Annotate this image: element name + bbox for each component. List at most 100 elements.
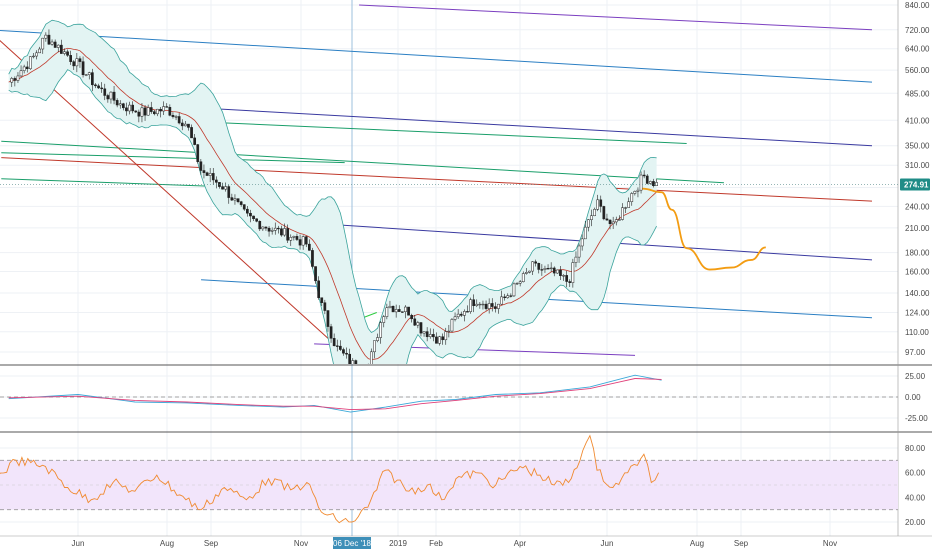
price-tick-label: 180.00 <box>905 249 930 258</box>
bollinger-lower <box>8 69 657 364</box>
candle <box>642 174 646 177</box>
rsi-series <box>0 434 660 524</box>
trendline-4 <box>1 140 724 184</box>
candle <box>379 322 383 338</box>
candle <box>559 269 562 276</box>
candle <box>115 100 119 106</box>
price-tick-label: 310.00 <box>905 161 930 170</box>
candle <box>13 78 17 81</box>
candle <box>583 226 587 240</box>
price-tick-label: 210.00 <box>905 224 930 233</box>
candle <box>227 186 231 198</box>
candle <box>72 61 76 67</box>
candle <box>289 237 293 241</box>
candle <box>518 281 522 284</box>
price-tick-label: 110.00 <box>905 328 929 337</box>
candle <box>348 353 352 364</box>
candle <box>78 58 82 62</box>
candle <box>611 221 615 225</box>
candle <box>239 201 243 205</box>
candle <box>562 275 565 277</box>
candle <box>627 201 631 208</box>
candle <box>10 78 14 83</box>
highlighted-date-box <box>333 537 371 549</box>
candle <box>122 103 125 109</box>
price-tick-label: 485.00 <box>905 89 930 98</box>
candle <box>246 208 249 214</box>
candle <box>602 206 606 220</box>
candle <box>354 360 358 364</box>
candle <box>44 34 48 39</box>
candle <box>565 275 569 282</box>
candle <box>404 306 407 312</box>
candle <box>323 302 327 311</box>
price-tick-label: 124.00 <box>905 309 930 318</box>
candle <box>351 360 355 364</box>
highlighted-date-label: 06 Dec '18 <box>333 539 372 548</box>
pane-separators <box>0 0 932 536</box>
candle <box>264 226 268 229</box>
candle <box>410 314 414 320</box>
candle <box>500 296 503 305</box>
candle <box>574 256 578 263</box>
candle <box>358 369 360 371</box>
candle <box>165 106 169 108</box>
candle <box>177 116 181 124</box>
candle <box>447 330 451 333</box>
candle <box>633 191 637 194</box>
candle <box>66 51 69 56</box>
candle <box>370 351 373 364</box>
oscillator-line-1 <box>8 378 662 411</box>
candle <box>540 269 544 271</box>
candle <box>233 198 237 201</box>
candle <box>230 197 234 201</box>
candle <box>56 44 60 48</box>
price-series <box>0 19 898 371</box>
candle <box>432 334 435 338</box>
rsi-tick-label: 60.00 <box>905 469 926 478</box>
trendline-0 <box>0 29 873 83</box>
candle <box>317 280 321 298</box>
candle <box>143 107 147 116</box>
candle <box>472 299 476 306</box>
candle <box>413 318 417 326</box>
candle <box>463 311 466 316</box>
candle <box>280 228 283 236</box>
time-tick-label: Aug <box>160 539 174 548</box>
trendline-5 <box>1 152 345 164</box>
candle <box>459 313 463 316</box>
candle <box>425 331 429 338</box>
time-tick-label: Feb <box>429 539 443 548</box>
candle <box>41 37 45 50</box>
candle <box>580 238 584 247</box>
price-tick-label: 350.00 <box>905 142 930 151</box>
candle <box>407 306 410 316</box>
candle <box>236 198 240 202</box>
oscillator-series <box>8 374 662 413</box>
rsi-band-fill <box>0 460 898 510</box>
price-tick-label: 97.00 <box>905 348 926 357</box>
candle <box>63 51 66 54</box>
rsi-band <box>0 396 898 511</box>
candle <box>456 313 460 318</box>
candle <box>549 267 553 270</box>
time-tick-label: Nov <box>294 539 308 548</box>
price-tick-label: 410.00 <box>905 116 930 125</box>
candle <box>339 345 342 350</box>
candle <box>525 272 528 274</box>
candle <box>69 55 73 62</box>
candle <box>376 337 379 341</box>
candle <box>215 179 218 183</box>
last-price-label: 274.91 <box>904 181 929 190</box>
candle <box>543 268 547 270</box>
trendline-1 <box>359 4 873 31</box>
osc-tick-label: 25.00 <box>905 372 926 381</box>
candle <box>639 174 643 191</box>
candle <box>81 61 85 76</box>
osc-tick-label: -25.00 <box>905 414 928 423</box>
oscillator-line-0 <box>8 374 662 413</box>
candle <box>571 262 575 283</box>
candle <box>388 305 392 309</box>
candle <box>134 110 138 113</box>
